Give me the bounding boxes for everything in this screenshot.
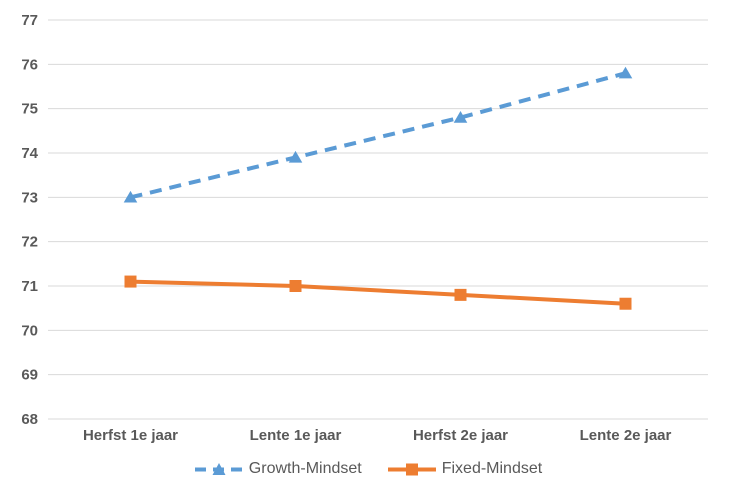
legend-item-growth-mindset: Growth-Mindset xyxy=(194,460,362,478)
legend-label-fixed-mindset: Fixed-Mindset xyxy=(441,460,543,477)
y-tick-label: 69 xyxy=(21,367,38,384)
data-marker-fixed-mindset xyxy=(619,297,632,310)
data-marker-growth-mindset xyxy=(618,66,633,79)
chart-legend: Growth-Mindset Fixed-Mindset xyxy=(0,460,737,478)
y-tick-label: 76 xyxy=(21,56,38,73)
x-axis-label: Lente 2e jaar xyxy=(580,427,672,444)
x-axis-label: Herfst 1e jaar xyxy=(83,427,178,444)
y-tick-label: 77 xyxy=(21,12,38,29)
y-tick-label: 73 xyxy=(21,189,38,206)
y-tick-label: 74 xyxy=(21,145,38,162)
y-tick-label: 71 xyxy=(21,278,38,295)
data-marker-fixed-mindset xyxy=(124,275,137,288)
data-marker-fixed-mindset xyxy=(289,280,302,292)
growth-mindset-dashed-line-sample-icon xyxy=(194,462,243,475)
data-marker-growth-mindset xyxy=(453,111,468,123)
legend-label-growth-mindset: Growth-Mindset xyxy=(248,460,362,477)
series-line-growth-mindset xyxy=(130,71,627,200)
x-axis-label: Herfst 2e jaar xyxy=(413,427,508,444)
y-tick-label: 68 xyxy=(21,411,38,428)
data-marker-growth-mindset xyxy=(288,150,303,163)
fixed-mindset-solid-line-sample-icon xyxy=(387,463,436,475)
y-tick-label: 72 xyxy=(21,234,38,251)
data-marker-growth-mindset xyxy=(123,190,138,203)
y-tick-label: 70 xyxy=(21,322,38,339)
series-line-fixed-mindset xyxy=(130,279,626,306)
x-axis-label: Lente 1e jaar xyxy=(250,427,342,444)
y-tick-label: 75 xyxy=(21,101,38,118)
data-marker-fixed-mindset xyxy=(454,288,467,301)
legend-item-fixed-mindset: Fixed-Mindset xyxy=(387,460,543,478)
chart-plot-area: 68 69 70 71 72 73 74 75 76 77 Herfst 1e jaar Lente … xyxy=(21,12,708,444)
